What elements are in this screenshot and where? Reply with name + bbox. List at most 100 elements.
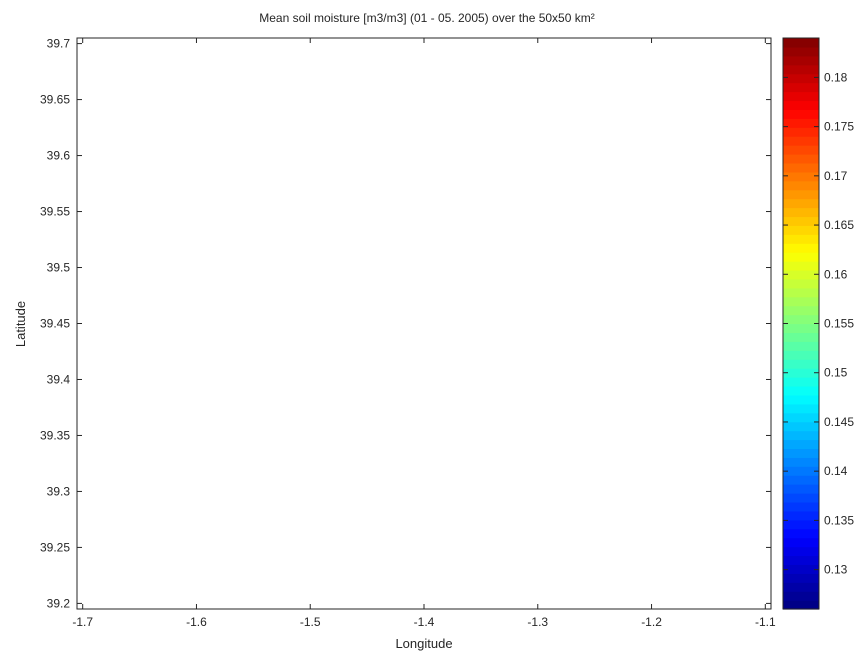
colorbar-segment bbox=[783, 305, 819, 316]
colorbar-tick-label: 0.135 bbox=[824, 513, 854, 527]
colorbar-segment bbox=[783, 546, 819, 557]
colorbar-tick-label: 0.13 bbox=[824, 563, 848, 577]
y-tick-label: 39.6 bbox=[47, 149, 71, 163]
colorbar-segment bbox=[783, 368, 819, 378]
plot-frame bbox=[76, 37, 772, 610]
y-tick-label: 39.65 bbox=[40, 93, 70, 107]
x-tick-label: -1.6 bbox=[186, 615, 207, 629]
colorbar-tick-label: 0.14 bbox=[824, 464, 848, 478]
y-tick-label: 39.3 bbox=[47, 484, 71, 498]
colorbar-segment bbox=[783, 180, 819, 191]
colorbar-tick-label: 0.18 bbox=[824, 70, 848, 84]
colorbar-tick-label: 0.15 bbox=[824, 366, 848, 380]
colorbar-segment bbox=[783, 501, 819, 512]
y-tick-label: 39.5 bbox=[47, 261, 71, 275]
colorbar-segment bbox=[783, 261, 819, 271]
colorbar-segment bbox=[783, 82, 819, 93]
y-tick-label: 39.2 bbox=[47, 596, 71, 610]
y-axis-label: Latitude bbox=[13, 301, 28, 347]
colorbar-segment bbox=[783, 430, 819, 441]
colorbar-segment bbox=[783, 600, 819, 610]
colorbar-segment bbox=[783, 198, 819, 209]
colorbar-segment bbox=[783, 225, 819, 235]
colorbar-segment bbox=[783, 127, 819, 137]
colorbar-segment bbox=[783, 46, 819, 57]
colorbar-segment bbox=[783, 73, 819, 84]
colorbar-segment bbox=[783, 91, 819, 102]
colorbar-segment bbox=[783, 385, 819, 396]
colorbar-segment bbox=[783, 189, 819, 200]
colorbar-segment bbox=[783, 118, 819, 128]
colorbar-segment bbox=[783, 359, 819, 369]
x-tick-label: -1.4 bbox=[414, 615, 435, 629]
colorbar-segment bbox=[783, 555, 819, 565]
colorbar-segment bbox=[783, 537, 819, 548]
y-tick-label: 39.25 bbox=[40, 540, 70, 554]
colorbar-segment bbox=[783, 64, 819, 75]
colorbar: 0.13 0.135 0.14 0.145 0.15 0.155 0.16 0.165 0.17… bbox=[782, 37, 854, 610]
y-tick-label: 39.7 bbox=[47, 37, 71, 51]
colorbar-segment bbox=[783, 591, 819, 601]
x-tick-label: -1.3 bbox=[527, 615, 548, 629]
colorbar-segment bbox=[783, 519, 819, 530]
colorbar-segment bbox=[783, 171, 819, 182]
x-tick-label: -1.7 bbox=[72, 615, 93, 629]
colorbar-tick-label: 0.16 bbox=[824, 267, 848, 281]
x-axis: -1.7 -1.6 -1.5 -1.4 -1.3 -1.2 -1.1 bbox=[72, 38, 776, 629]
colorbar-segment bbox=[783, 234, 819, 244]
colorbar-segment bbox=[783, 564, 819, 574]
colorbar-segment bbox=[783, 457, 819, 467]
y-tick-label: 39.4 bbox=[47, 372, 71, 386]
colorbar-segment bbox=[783, 207, 819, 218]
colorbar-segment bbox=[783, 394, 819, 405]
colorbar-tick-label: 0.145 bbox=[824, 415, 854, 429]
x-axis-label: Longitude bbox=[395, 636, 452, 651]
colorbar-segment bbox=[783, 528, 819, 539]
colorbar-segment bbox=[783, 153, 819, 164]
colorbar-segment bbox=[783, 412, 819, 423]
chart-title: Mean soil moisture [m3/m3] (01 - 05. 200… bbox=[259, 11, 594, 25]
colorbar-segment bbox=[783, 403, 819, 414]
y-axis: 39.2 39.25 39.3 39.35 39.4 39.45 39.5 39.55 39.6… bbox=[40, 37, 771, 610]
colorbar-segment bbox=[783, 448, 819, 458]
colorbar-segment bbox=[783, 350, 819, 360]
colorbar-tick-label: 0.175 bbox=[824, 120, 854, 134]
colorbar-segment bbox=[783, 493, 819, 503]
colorbar-segment bbox=[783, 582, 819, 592]
colorbar-segment bbox=[783, 287, 819, 298]
colorbar-segment bbox=[783, 573, 819, 583]
colorbar-segment bbox=[783, 296, 819, 307]
colorbar-segment bbox=[783, 377, 819, 387]
colorbar-segment bbox=[783, 269, 819, 280]
colorbar-segment bbox=[783, 145, 819, 155]
x-tick-label: -1.2 bbox=[641, 615, 662, 629]
y-tick-label: 39.35 bbox=[40, 428, 70, 442]
colorbar-segment bbox=[783, 278, 819, 289]
colorbar-segment bbox=[783, 484, 819, 494]
x-tick-label: -1.1 bbox=[755, 615, 776, 629]
colorbar-segment bbox=[783, 55, 819, 66]
colorbar-segment bbox=[783, 38, 819, 48]
colorbar-segment bbox=[783, 475, 819, 485]
colorbar-segment bbox=[783, 216, 819, 226]
colorbar-segment bbox=[783, 421, 819, 432]
y-tick-label: 39.45 bbox=[40, 317, 70, 331]
colorbar-tick-label: 0.17 bbox=[824, 169, 848, 183]
colorbar-segment bbox=[783, 243, 819, 253]
colorbar-segment bbox=[783, 252, 819, 262]
colorbar-segment bbox=[783, 510, 819, 521]
colorbar-segment bbox=[783, 466, 819, 476]
colorbar-segment bbox=[783, 341, 819, 351]
colorbar-segment bbox=[783, 314, 819, 325]
colorbar-segment bbox=[783, 162, 819, 173]
colorbar-segment bbox=[783, 332, 819, 342]
colorbar-segment bbox=[783, 109, 819, 119]
colorbar-tick-label: 0.165 bbox=[824, 218, 854, 232]
colorbar-segment bbox=[783, 323, 819, 334]
x-tick-label: -1.5 bbox=[300, 615, 321, 629]
colorbar-segment bbox=[783, 100, 819, 110]
y-tick-label: 39.55 bbox=[40, 205, 70, 219]
colorbar-segment bbox=[783, 439, 819, 449]
colorbar-tick-label: 0.155 bbox=[824, 317, 854, 331]
